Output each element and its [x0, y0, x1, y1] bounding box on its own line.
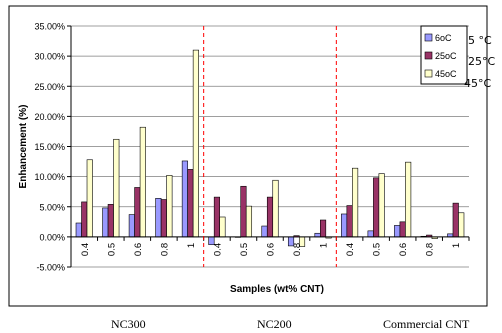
y-tick-label: 10.00% — [34, 172, 65, 182]
group-label-nc200: NC200 — [257, 317, 292, 331]
x-tick-label: 0.4 — [212, 243, 223, 256]
bar-6oc-10 — [341, 213, 348, 238]
bar-45oc-12 — [405, 161, 412, 238]
y-axis-title: Enhancement (%) — [18, 105, 29, 189]
y-tick-label: 5.00% — [39, 202, 65, 212]
bar-45oc-14 — [458, 212, 465, 238]
y-tick-label: 20.00% — [34, 112, 65, 122]
bar-25oc-2 — [134, 187, 141, 238]
bar-6oc-7 — [261, 225, 268, 238]
x-tick-label: 0.5 — [372, 243, 383, 256]
bar-25oc-11 — [373, 177, 380, 238]
x-tick-label: 0.5 — [239, 243, 250, 256]
x-tick-label: 1 — [186, 243, 197, 248]
bar-25oc-14 — [452, 202, 459, 238]
y-tick-label: -5.00% — [36, 263, 65, 273]
bar-6oc-12 — [394, 225, 401, 238]
bar-45oc-0 — [86, 159, 93, 238]
x-tick-label: 1 — [451, 243, 462, 248]
y-tick-label: 35.00% — [34, 22, 65, 32]
y-tick-label: 0.00% — [39, 232, 65, 242]
x-tick-label: 0.4 — [80, 243, 91, 256]
bar-6oc-11 — [367, 230, 374, 238]
bar-25oc-6 — [240, 185, 247, 238]
legend-label-45oc: 45oC — [435, 69, 457, 79]
bar-6oc-4 — [181, 160, 188, 238]
legend-swatch-25oc — [424, 51, 433, 60]
x-tick-label: 0.6 — [133, 243, 144, 256]
x-tick-label: 0.6 — [266, 243, 277, 256]
y-tick-label: 15.00% — [34, 142, 65, 152]
bar-25oc-1 — [107, 204, 114, 238]
legend-swatch-6oc — [424, 33, 433, 42]
bar-25oc-0 — [81, 201, 88, 238]
legend-label-25oc: 25oC — [435, 51, 457, 61]
x-tick-label: 0.8 — [159, 243, 170, 256]
y-tick-label: 25.00% — [34, 82, 65, 92]
bar-6oc-3 — [155, 198, 162, 238]
bar-25oc-3 — [160, 199, 167, 238]
stray-label-25c: 25°C — [468, 55, 496, 68]
x-tick-label: 0.8 — [292, 243, 303, 256]
bar-45oc-4 — [192, 49, 199, 238]
bar-45oc-11 — [378, 173, 385, 238]
bar-45oc-7 — [272, 179, 279, 238]
x-axis-title: Samples (wt% CNT) — [230, 284, 324, 295]
bar-45oc-2 — [139, 126, 146, 238]
bar-45oc-6 — [245, 205, 253, 238]
bar-6oc-2 — [128, 214, 135, 238]
chart-border — [8, 5, 488, 307]
bar-6oc-1 — [102, 207, 109, 238]
group-label-nc300: NC300 — [111, 317, 146, 331]
bar-25oc-9 — [320, 219, 327, 238]
bar-6oc-0 — [75, 222, 82, 238]
bar-45oc-5 — [219, 216, 226, 238]
bar-25oc-12 — [399, 221, 406, 238]
legend-label-6oc: 6oC — [435, 33, 452, 43]
stray-label-6c: 5 °C — [468, 34, 492, 47]
y-tick-label: 30.00% — [34, 52, 65, 62]
bar-6oc-9 — [314, 232, 321, 238]
x-tick-label: 0.6 — [398, 243, 409, 256]
x-tick-label: 0.5 — [106, 243, 117, 256]
bar-45oc-10 — [352, 167, 359, 238]
bar-25oc-5 — [213, 196, 220, 238]
x-tick-label: 0.4 — [345, 243, 356, 256]
bar-45oc-1 — [113, 138, 120, 238]
bar-45oc-3 — [166, 175, 173, 238]
bar-25oc-10 — [346, 205, 353, 238]
bar-25oc-4 — [187, 169, 194, 238]
x-tick-label: 0.8 — [425, 243, 436, 256]
stray-label-45c: 45°C — [464, 77, 492, 90]
legend-swatch-45oc — [424, 69, 433, 78]
bar-25oc-7 — [266, 196, 274, 238]
group-label-commercial: Commercial CNT — [383, 317, 470, 331]
x-tick-label: 1 — [319, 243, 330, 248]
